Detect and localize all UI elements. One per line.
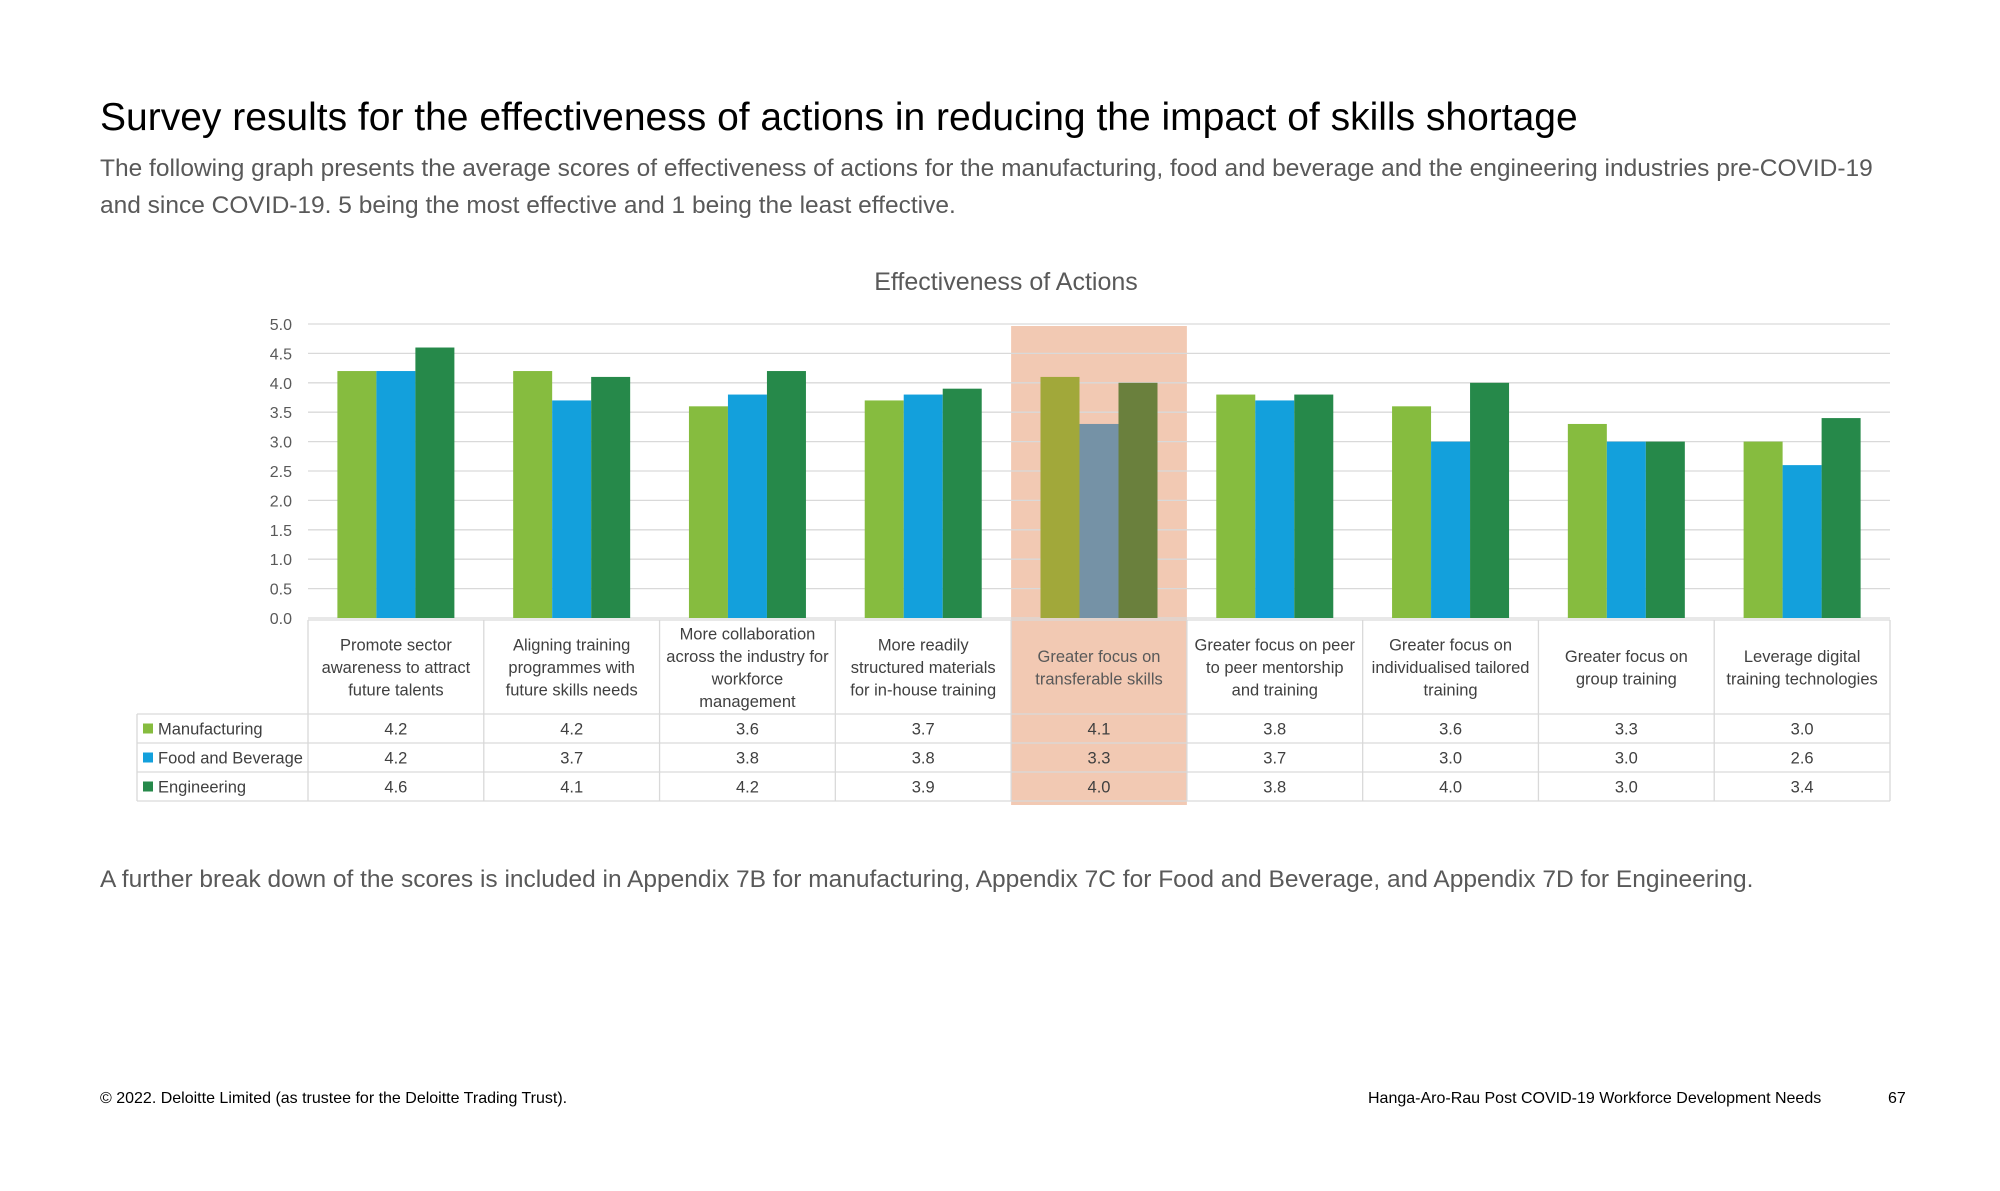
data-label: 4.0 bbox=[1088, 779, 1111, 797]
series-name: Food and Beverage bbox=[158, 750, 303, 768]
chart-title: Effectiveness of Actions bbox=[874, 268, 1138, 296]
data-label: 3.0 bbox=[1615, 750, 1638, 768]
page-number: 67 bbox=[1888, 1090, 1906, 1107]
data-label: 4.1 bbox=[1088, 721, 1111, 739]
bar bbox=[1470, 382, 1510, 618]
document-title-footer: Hanga-Aro-Rau Post COVID-19 Workforce De… bbox=[1368, 1090, 1822, 1107]
category-label: Greater focus on transferable skills bbox=[1035, 648, 1162, 689]
y-tick-label: 1.0 bbox=[270, 552, 292, 569]
data-label: 3.7 bbox=[560, 750, 583, 768]
category-label: Greater focus on individualised tailored t… bbox=[1372, 637, 1530, 700]
y-tick-label: 1.5 bbox=[270, 523, 292, 540]
data-label: 3.3 bbox=[1088, 750, 1111, 768]
y-tick-label: 2.5 bbox=[270, 464, 292, 481]
bar bbox=[727, 394, 767, 618]
data-label: 3.7 bbox=[1263, 750, 1286, 768]
data-label: 2.6 bbox=[1791, 750, 1814, 768]
bar bbox=[942, 388, 982, 618]
y-tick-label: 4.5 bbox=[270, 346, 292, 363]
bar bbox=[1255, 400, 1295, 618]
data-label: 3.0 bbox=[1791, 721, 1814, 739]
bar bbox=[1782, 465, 1822, 618]
bar bbox=[1392, 406, 1432, 618]
data-label: 4.2 bbox=[736, 779, 759, 797]
bar bbox=[1606, 441, 1646, 618]
bar bbox=[415, 347, 455, 618]
data-label: 4.1 bbox=[560, 779, 583, 797]
legend-swatch bbox=[143, 781, 153, 792]
data-label: 3.7 bbox=[912, 721, 935, 739]
data-label: 3.6 bbox=[736, 721, 759, 739]
y-tick-label: 2.0 bbox=[270, 493, 292, 510]
bar bbox=[1567, 423, 1607, 618]
y-tick-label: 3.5 bbox=[270, 405, 292, 422]
appendix-note: A further break down of the scores is in… bbox=[100, 866, 1754, 893]
bar bbox=[1821, 418, 1861, 618]
y-tick-label: 3.0 bbox=[270, 435, 292, 452]
data-label: 3.0 bbox=[1615, 779, 1638, 797]
data-label: 4.2 bbox=[560, 721, 583, 739]
bar bbox=[1645, 441, 1685, 618]
bar bbox=[1216, 394, 1256, 618]
category-label: Leverage digital training technologies bbox=[1726, 648, 1877, 689]
bars bbox=[337, 347, 1861, 618]
data-label: 3.8 bbox=[736, 750, 759, 768]
category-label: Greater focus on peer to peer mentorship a… bbox=[1195, 637, 1356, 700]
bar bbox=[376, 371, 416, 618]
bar bbox=[903, 394, 943, 618]
series-name: Manufacturing bbox=[158, 721, 263, 739]
data-label: 3.9 bbox=[912, 779, 935, 797]
y-tick-label: 0.5 bbox=[270, 582, 292, 599]
category-label: Aligning training programmes with future s… bbox=[506, 637, 638, 700]
bar-chart: 0.0 0.5 1.0 1.5 2.0 2.5 3.0 3.5 4.0 4.5 5.0 Promot… bbox=[136, 268, 1891, 805]
category-label: Promote sector awareness to attract future… bbox=[322, 637, 471, 700]
legend-swatch bbox=[143, 723, 153, 734]
data-label: 4.0 bbox=[1439, 779, 1462, 797]
series-name: Engineering bbox=[158, 779, 246, 797]
bar bbox=[688, 406, 728, 618]
data-label: 3.8 bbox=[912, 750, 935, 768]
bar bbox=[1079, 423, 1119, 618]
data-label: 4.6 bbox=[384, 779, 407, 797]
chart-area: 0.0 0.5 1.0 1.5 2.0 2.5 3.0 3.5 4.0 4.5 5.0 Promot… bbox=[136, 268, 1891, 805]
y-tick-label: 5.0 bbox=[270, 317, 292, 334]
data-label: 3.0 bbox=[1439, 750, 1462, 768]
data-label: 3.4 bbox=[1791, 779, 1814, 797]
data-label: 3.8 bbox=[1263, 721, 1286, 739]
bar bbox=[552, 400, 592, 618]
data-label: 3.3 bbox=[1615, 721, 1638, 739]
page-subtitle: The following graph presents the average… bbox=[100, 155, 1873, 219]
bar bbox=[1118, 382, 1158, 618]
data-label: 3.8 bbox=[1263, 779, 1286, 797]
category-label: More readily structured materials for in-h… bbox=[850, 637, 996, 700]
bar bbox=[1431, 441, 1471, 618]
data-label: 3.6 bbox=[1439, 721, 1462, 739]
data-table: Promote sector awareness to attract future… bbox=[136, 619, 1891, 802]
bar bbox=[766, 371, 806, 618]
legend-swatch bbox=[143, 752, 153, 763]
data-label: 4.2 bbox=[384, 750, 407, 768]
bar bbox=[1040, 376, 1080, 618]
bar bbox=[513, 371, 553, 618]
y-tick-label: 4.0 bbox=[270, 376, 292, 393]
category-label: Greater focus on group training bbox=[1565, 648, 1688, 689]
copyright-footer: © 2022. Deloitte Limited (as trustee for… bbox=[100, 1090, 568, 1107]
bar bbox=[337, 371, 377, 618]
y-tick-label: 0.0 bbox=[270, 611, 292, 628]
bar bbox=[1743, 441, 1783, 618]
bar bbox=[1294, 394, 1334, 618]
bar bbox=[864, 400, 904, 618]
category-label: More collaboration across the industry fo… bbox=[666, 625, 829, 711]
data-label: 4.2 bbox=[384, 721, 407, 739]
page-title: Survey results for the effectiveness of … bbox=[100, 96, 1578, 139]
bar bbox=[591, 376, 631, 618]
